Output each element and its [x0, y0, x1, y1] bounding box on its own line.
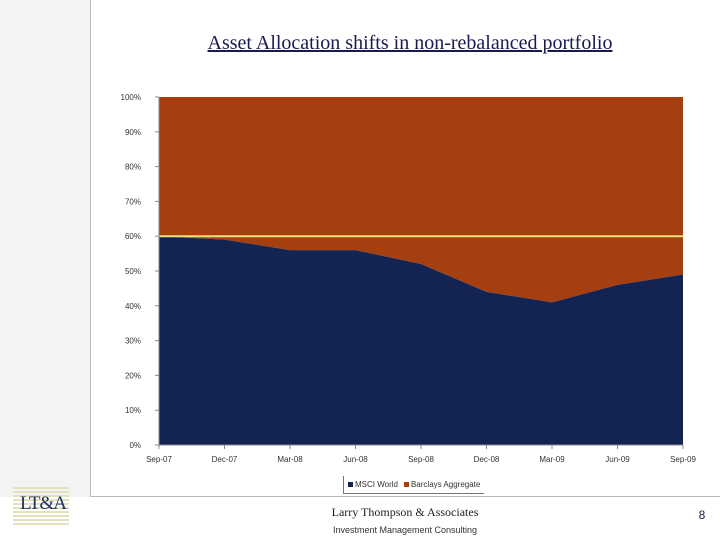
logo-stripe — [13, 507, 69, 509]
y-tick-label: 30% — [125, 337, 141, 346]
x-tick-label: Sep-07 — [146, 455, 172, 464]
logo-stripe — [13, 519, 69, 521]
y-tick-label: 100% — [121, 93, 141, 102]
firm-name: Larry Thompson & Associates — [331, 505, 479, 519]
logo-text: LT&A — [20, 493, 67, 514]
x-tick-label: Sep-08 — [408, 455, 434, 464]
left-sidebar-band — [0, 0, 90, 497]
y-tick-label: 10% — [125, 406, 141, 415]
legend-item-msci: MSCI World — [348, 480, 398, 489]
y-tick-label: 40% — [125, 302, 141, 311]
logo-stripe — [13, 499, 69, 501]
y-tick-label: 20% — [125, 371, 141, 380]
slide-title: Asset Allocation shifts in non-rebalance… — [207, 32, 613, 54]
allocation-chart: 0% 10% 20% 30% 40% 50% 60% 70% 80% 90% 100% Sep-07 D… — [121, 93, 697, 464]
series-area-barclays — [159, 97, 683, 303]
y-tick-label: 0% — [129, 441, 141, 450]
x-tick-label: Dec-08 — [474, 455, 500, 464]
x-tick-label: Jun-08 — [343, 455, 368, 464]
logo-stripe — [13, 503, 69, 505]
y-tick-label: 50% — [125, 267, 141, 276]
logo-stripe — [13, 487, 69, 489]
legend-swatch-barclays — [403, 482, 409, 487]
logo-stripe — [13, 511, 69, 513]
chart-legend: MSCI World Barclays Aggregate — [343, 476, 485, 494]
footer-divider — [90, 496, 720, 497]
legend-label-barclays: Barclays Aggregate — [410, 480, 481, 489]
y-tick-label: 90% — [125, 128, 141, 137]
legend-label-msci: MSCI World — [355, 480, 398, 489]
series-area-msci — [159, 236, 683, 445]
y-tick-label: 80% — [125, 163, 141, 172]
legend-swatch-msci — [348, 482, 353, 487]
sidebar-divider — [90, 0, 91, 497]
x-tick-label: Jun-09 — [605, 455, 630, 464]
page-number: 8 — [698, 508, 706, 522]
x-tick-label: Sep-09 — [670, 455, 696, 464]
company-logo — [13, 487, 69, 525]
x-tick-label: Dec-07 — [212, 455, 238, 464]
logo-stripe — [13, 491, 69, 493]
logo-stripe — [13, 495, 69, 497]
logo-stripe — [13, 523, 69, 525]
logo-stripe — [13, 515, 69, 517]
y-tick-label: 60% — [125, 232, 141, 241]
legend-item-barclays: Barclays Aggregate — [403, 480, 481, 489]
x-tick-label: Mar-09 — [539, 455, 565, 464]
x-tick-label: Mar-08 — [277, 455, 303, 464]
firm-tagline: Investment Management Consulting — [332, 525, 478, 535]
y-tick-label: 70% — [125, 197, 141, 206]
